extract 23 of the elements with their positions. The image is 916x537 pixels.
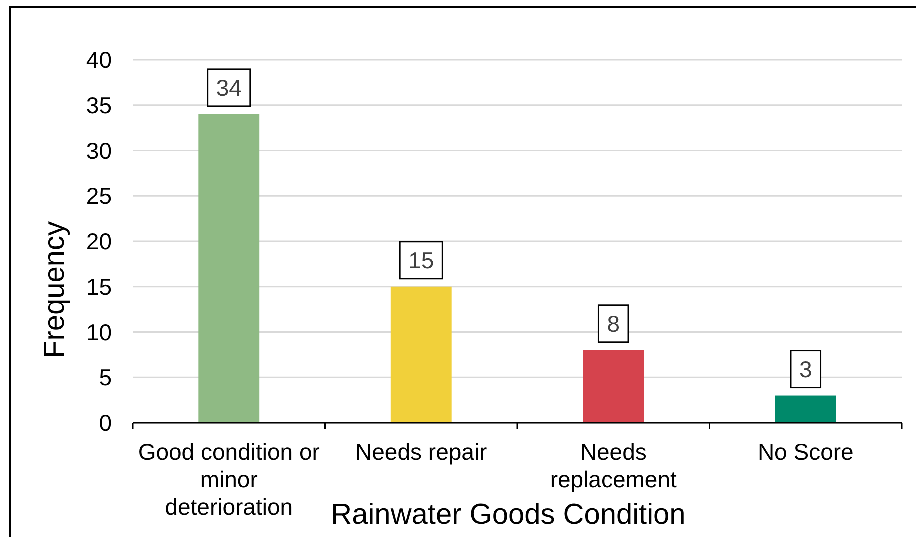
data-label: 3 — [799, 356, 812, 382]
y-tick-label: 0 — [99, 410, 112, 436]
data-label: 34 — [216, 74, 242, 101]
x-tick-label: No Score — [758, 439, 854, 465]
y-axis-title: Frequency — [39, 220, 71, 359]
y-tick-label: 30 — [86, 138, 112, 164]
x-tick-label: Needs repair — [356, 439, 488, 465]
bar — [583, 350, 644, 423]
bar — [775, 396, 836, 423]
y-tick-label: 35 — [86, 92, 112, 118]
x-tick-label: Good condition or minor deterioration — [138, 439, 320, 520]
y-tick-label: 25 — [86, 183, 112, 210]
y-tick-label: 5 — [99, 364, 112, 391]
bar — [198, 114, 260, 423]
data-label: 8 — [607, 310, 620, 337]
data-label: 15 — [408, 247, 434, 274]
x-axis-title: Rainwater Goods Condition — [331, 499, 686, 531]
x-tick-label: Needs replacement — [550, 439, 678, 492]
y-tick-label: 15 — [86, 274, 112, 300]
y-tick-label: 40 — [86, 47, 112, 73]
bar — [390, 286, 452, 423]
y-tick-label: 20 — [86, 228, 112, 254]
y-tick-label: 10 — [86, 319, 112, 346]
